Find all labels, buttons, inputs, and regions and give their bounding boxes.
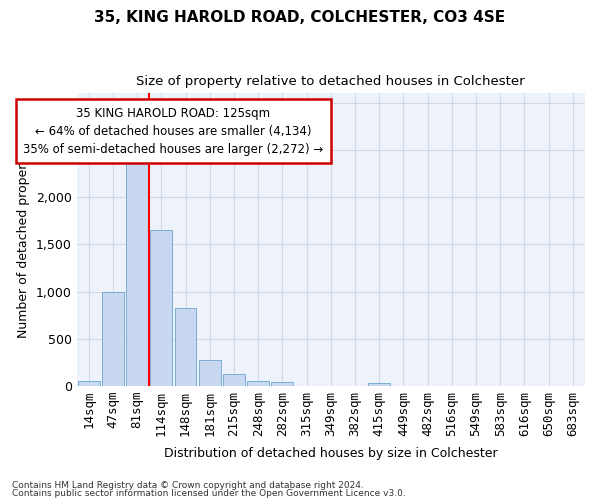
Bar bbox=[175, 308, 196, 386]
Title: Size of property relative to detached houses in Colchester: Size of property relative to detached ho… bbox=[136, 75, 525, 88]
Bar bbox=[199, 360, 221, 386]
Bar bbox=[126, 154, 148, 386]
Bar bbox=[151, 230, 172, 386]
Bar bbox=[223, 374, 245, 386]
Text: 35 KING HAROLD ROAD: 125sqm
← 64% of detached houses are smaller (4,134)
35% of : 35 KING HAROLD ROAD: 125sqm ← 64% of det… bbox=[23, 106, 323, 156]
Bar bbox=[271, 382, 293, 386]
Bar bbox=[102, 292, 124, 386]
X-axis label: Distribution of detached houses by size in Colchester: Distribution of detached houses by size … bbox=[164, 447, 497, 460]
Text: Contains public sector information licensed under the Open Government Licence v3: Contains public sector information licen… bbox=[12, 488, 406, 498]
Bar bbox=[78, 381, 100, 386]
Bar bbox=[368, 383, 390, 386]
Text: 35, KING HAROLD ROAD, COLCHESTER, CO3 4SE: 35, KING HAROLD ROAD, COLCHESTER, CO3 4S… bbox=[94, 10, 506, 25]
Y-axis label: Number of detached properties: Number of detached properties bbox=[17, 141, 30, 338]
Text: Contains HM Land Registry data © Crown copyright and database right 2024.: Contains HM Land Registry data © Crown c… bbox=[12, 481, 364, 490]
Bar bbox=[247, 382, 269, 386]
